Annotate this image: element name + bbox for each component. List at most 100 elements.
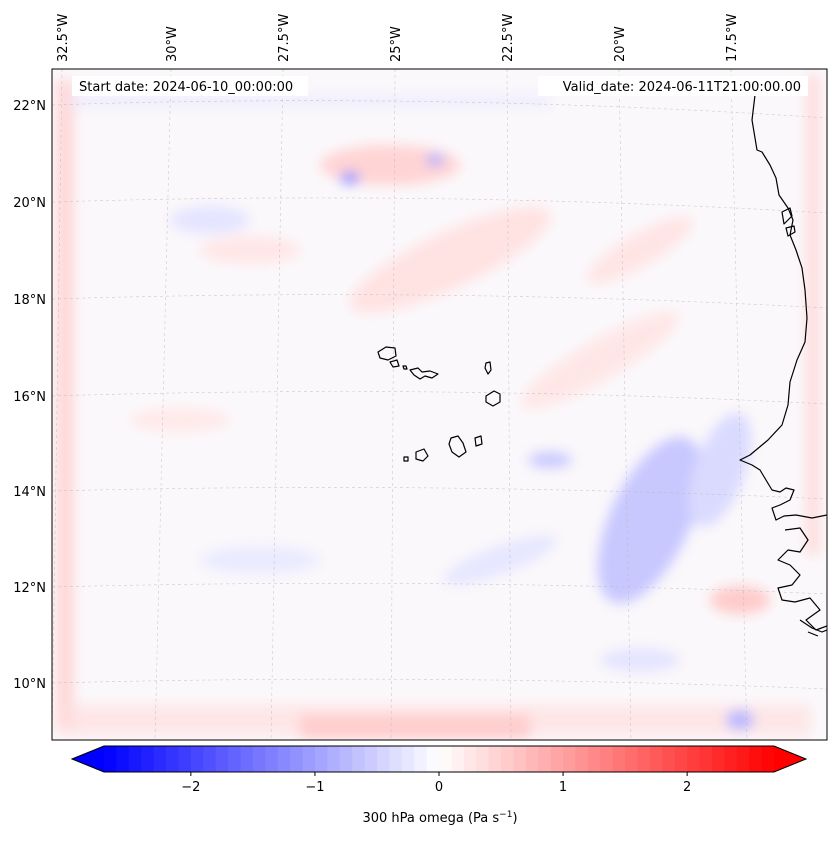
colorbar-segment — [376, 746, 390, 772]
parallel — [52, 197, 827, 214]
colorbar-segment — [587, 746, 601, 772]
colorbar-segment — [389, 746, 403, 772]
colorbar-segment — [513, 746, 527, 772]
colorbar-segment — [724, 746, 738, 772]
cape-verde-fogo — [415, 448, 429, 462]
coastline-detail — [799, 619, 827, 637]
colorbar: −2 −1 0 1 2 300 hPa omega (Pa s−1) — [70, 745, 808, 826]
colorbar-segment — [141, 746, 155, 772]
lon-label: 30°W — [165, 26, 180, 62]
colorbar-segment — [761, 746, 775, 772]
colorbar-segment — [190, 746, 204, 772]
colorbar-segment — [525, 746, 539, 772]
colorbar-segment — [240, 746, 254, 772]
colorbar-segment — [476, 746, 490, 772]
colorbar-segment — [736, 746, 750, 772]
negative-blob — [688, 412, 752, 528]
map-panel: Start date: 2024-06-10_00:00:00 Valid_da… — [51, 68, 828, 741]
negative-blob — [340, 172, 360, 184]
colorbar-segment — [439, 746, 453, 772]
colorbar-segment — [600, 746, 614, 772]
lon-label: 25°W — [389, 26, 404, 62]
meridian — [618, 69, 632, 740]
colorbar-segment — [178, 746, 192, 772]
colorbar-segment — [711, 746, 725, 772]
colorbar-segment — [488, 746, 502, 772]
map-frame — [51, 68, 828, 741]
meridian — [52, 69, 63, 740]
edge-band-left — [56, 80, 74, 730]
negative-blob — [443, 535, 557, 585]
colorbar-segment — [252, 746, 266, 772]
coastline-island — [785, 225, 796, 237]
parallel — [52, 583, 827, 595]
start-date-label: Start date: 2024-06-10_00:00:00 — [79, 80, 293, 95]
parallel — [52, 487, 827, 500]
lat-label: 20°N — [13, 196, 46, 211]
start-date-box — [72, 76, 308, 96]
lat-label: 16°N — [13, 390, 46, 405]
colorbar-segment — [203, 746, 217, 772]
lon-label: 22.5°W — [501, 14, 516, 62]
lat-label: 12°N — [13, 581, 46, 596]
cape-verde-sao-nicolau — [409, 367, 439, 380]
cape-verde-sal — [484, 361, 492, 375]
edge-band-right — [806, 75, 820, 555]
colorbar-segment — [314, 746, 328, 772]
negative-blob — [726, 710, 754, 730]
map-background — [52, 69, 827, 740]
positive-blob — [130, 408, 230, 432]
lat-label: 10°N — [13, 677, 46, 692]
parallel — [52, 391, 827, 405]
lat-label: 14°N — [13, 485, 46, 500]
colorbar-segment — [550, 746, 564, 772]
latitude-labels: 22°N 20°N 18°N 16°N 14°N 12°N 10°N — [13, 99, 46, 692]
coastlines — [377, 94, 827, 637]
colorbar-segment — [699, 746, 713, 772]
colorbar-tick-label: 2 — [683, 780, 691, 795]
colorbar-segment — [687, 746, 701, 772]
colorbar-segment — [153, 746, 167, 772]
colorbar-segment — [414, 746, 428, 772]
omega-field — [56, 75, 820, 737]
colorbar-segment — [352, 746, 366, 772]
colorbar-segment — [228, 746, 242, 772]
colorbar-extend-min — [72, 746, 104, 772]
colorbar-extend-max — [774, 746, 806, 772]
colorbar-segment — [327, 746, 341, 772]
coastline-island — [781, 207, 793, 225]
negative-blob — [426, 154, 444, 166]
cape-verde-brava — [403, 456, 409, 462]
parallel — [52, 100, 827, 119]
negative-blob — [597, 436, 703, 604]
positive-blob — [200, 236, 300, 264]
gridlines — [52, 69, 827, 740]
colorbar-segment — [401, 746, 415, 772]
negative-blob — [600, 648, 680, 672]
valid-date-box — [538, 76, 808, 96]
colorbar-segment — [463, 746, 477, 772]
lon-label: 32.5°W — [56, 14, 71, 62]
cape-verde-santo-antao — [377, 346, 397, 361]
colorbar-label: 300 hPa omega (Pa s−1) — [362, 810, 517, 826]
positive-blob — [521, 311, 679, 409]
cape-verde-maio — [474, 435, 483, 447]
meridian — [154, 69, 172, 740]
negative-blob — [170, 206, 250, 234]
coastline-islands-south — [777, 527, 827, 631]
colorbar-segment — [538, 746, 552, 772]
positive-blob — [710, 586, 770, 614]
colorbar-tick-label: 1 — [559, 780, 567, 795]
colorbar-segment — [265, 746, 279, 772]
meridian — [730, 69, 748, 740]
colorbar-segment — [104, 746, 118, 772]
colorbar-segment — [501, 746, 515, 772]
colorbar-outline — [70, 745, 808, 773]
parallel — [52, 294, 827, 309]
colorbar-segment — [625, 746, 639, 772]
colorbar-segment — [649, 746, 663, 772]
longitude-labels: 32.5°W 30°W 27.5°W 25°W 22.5°W 20°W 17.5… — [56, 14, 740, 62]
colorbar-segment — [662, 746, 676, 772]
lon-label: 20°W — [613, 26, 628, 62]
lon-label: 27.5°W — [277, 14, 292, 62]
